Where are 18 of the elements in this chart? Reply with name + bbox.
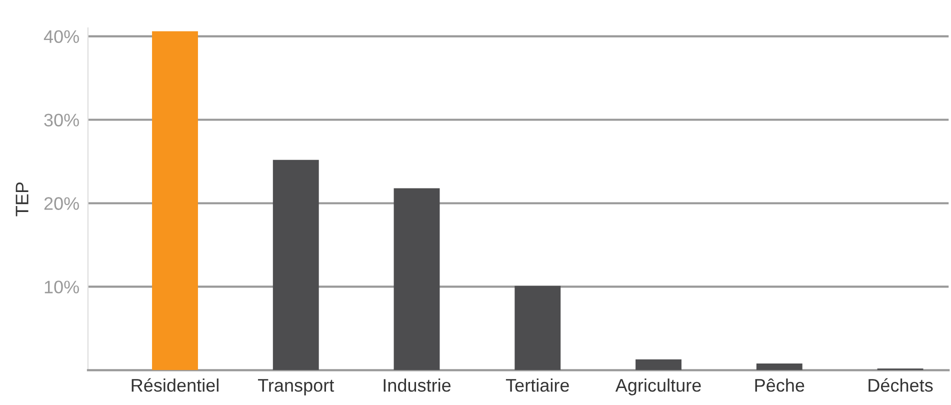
y-tick-label: 30% — [44, 114, 79, 126]
y-tick-label: 10% — [44, 280, 79, 294]
y-tick-label: 20% — [44, 197, 79, 210]
bar — [514, 286, 561, 370]
x-tick-label: Industrie — [384, 378, 451, 392]
bar — [394, 188, 440, 370]
x-tick-label: Résidentiel — [132, 378, 218, 392]
y-tick-label: 40% — [44, 30, 79, 44]
bar — [756, 363, 802, 370]
bar — [272, 160, 319, 370]
x-tick-label: Déchets — [868, 378, 933, 392]
y-axis-title: TEP — [16, 182, 28, 216]
bar — [152, 31, 198, 370]
x-tick-label: Agriculture — [615, 378, 701, 396]
x-tick-label: Pêche — [755, 378, 804, 392]
x-tick-label: Tertiaire — [506, 378, 569, 392]
x-tick-label: Transport — [258, 379, 334, 396]
bar — [636, 359, 682, 370]
